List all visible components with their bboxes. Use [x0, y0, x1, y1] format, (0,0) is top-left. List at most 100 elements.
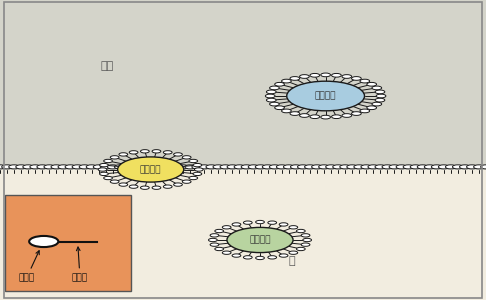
Ellipse shape	[65, 165, 76, 169]
Ellipse shape	[100, 165, 111, 169]
Ellipse shape	[227, 165, 238, 169]
Ellipse shape	[194, 168, 203, 171]
Ellipse shape	[403, 165, 414, 169]
Ellipse shape	[156, 165, 167, 169]
Ellipse shape	[220, 165, 231, 169]
Ellipse shape	[9, 165, 19, 169]
Ellipse shape	[232, 254, 241, 257]
Ellipse shape	[119, 153, 128, 156]
Ellipse shape	[182, 156, 191, 159]
Ellipse shape	[163, 185, 172, 188]
Ellipse shape	[375, 90, 385, 94]
Ellipse shape	[29, 236, 58, 247]
Ellipse shape	[340, 165, 350, 169]
Ellipse shape	[100, 164, 108, 167]
Ellipse shape	[474, 165, 485, 169]
Ellipse shape	[79, 165, 90, 169]
Ellipse shape	[287, 81, 364, 111]
Ellipse shape	[301, 234, 310, 237]
Ellipse shape	[305, 165, 315, 169]
Ellipse shape	[150, 165, 160, 169]
Ellipse shape	[243, 256, 252, 259]
Ellipse shape	[266, 90, 276, 94]
Ellipse shape	[460, 165, 470, 169]
Ellipse shape	[367, 106, 377, 110]
Ellipse shape	[382, 165, 393, 169]
Ellipse shape	[189, 159, 198, 163]
Ellipse shape	[241, 165, 252, 169]
Ellipse shape	[372, 102, 382, 106]
Ellipse shape	[255, 165, 266, 169]
Ellipse shape	[72, 165, 83, 169]
Ellipse shape	[185, 165, 195, 169]
Ellipse shape	[58, 165, 69, 169]
Ellipse shape	[281, 109, 291, 113]
Ellipse shape	[270, 102, 279, 106]
Ellipse shape	[331, 74, 341, 77]
Ellipse shape	[192, 165, 203, 169]
Ellipse shape	[467, 165, 477, 169]
Ellipse shape	[360, 109, 370, 113]
Ellipse shape	[452, 165, 463, 169]
Ellipse shape	[189, 176, 198, 180]
Ellipse shape	[140, 186, 149, 189]
Ellipse shape	[279, 254, 288, 257]
Ellipse shape	[303, 238, 312, 242]
Ellipse shape	[178, 165, 189, 169]
Ellipse shape	[210, 243, 219, 246]
Ellipse shape	[310, 115, 320, 119]
Ellipse shape	[360, 79, 370, 83]
Ellipse shape	[119, 183, 128, 186]
Ellipse shape	[297, 165, 308, 169]
Ellipse shape	[319, 165, 330, 169]
Ellipse shape	[342, 114, 352, 117]
Ellipse shape	[417, 165, 428, 169]
Ellipse shape	[290, 112, 300, 116]
Ellipse shape	[296, 230, 305, 233]
Ellipse shape	[210, 234, 219, 237]
Ellipse shape	[291, 165, 301, 169]
Ellipse shape	[227, 227, 293, 253]
Ellipse shape	[222, 251, 231, 254]
Ellipse shape	[208, 238, 217, 242]
Ellipse shape	[163, 151, 172, 154]
Ellipse shape	[110, 180, 119, 183]
Ellipse shape	[262, 165, 273, 169]
Ellipse shape	[86, 165, 97, 169]
Ellipse shape	[136, 165, 146, 169]
Ellipse shape	[446, 165, 456, 169]
Ellipse shape	[129, 151, 138, 154]
Ellipse shape	[199, 165, 209, 169]
Ellipse shape	[30, 165, 40, 169]
Ellipse shape	[256, 256, 264, 260]
Ellipse shape	[432, 165, 442, 169]
Ellipse shape	[351, 112, 361, 116]
Text: 오염물질: 오염물질	[315, 92, 336, 100]
Ellipse shape	[299, 75, 309, 78]
Ellipse shape	[93, 165, 104, 169]
Ellipse shape	[312, 165, 322, 169]
Ellipse shape	[275, 82, 284, 86]
Bar	[0, 169, 486, 300]
Ellipse shape	[277, 165, 287, 169]
Ellipse shape	[222, 226, 231, 229]
Ellipse shape	[174, 183, 182, 186]
Ellipse shape	[37, 165, 48, 169]
Ellipse shape	[289, 226, 298, 229]
Text: 오염물질: 오염물질	[140, 165, 161, 174]
Ellipse shape	[424, 165, 435, 169]
Ellipse shape	[104, 159, 112, 163]
Text: 오염물질: 오염물질	[249, 236, 271, 244]
Ellipse shape	[100, 172, 108, 176]
Ellipse shape	[269, 165, 280, 169]
Ellipse shape	[410, 165, 421, 169]
Ellipse shape	[321, 73, 330, 77]
Ellipse shape	[193, 164, 202, 167]
Ellipse shape	[152, 186, 161, 189]
Ellipse shape	[281, 79, 291, 83]
Ellipse shape	[152, 150, 161, 153]
Ellipse shape	[232, 223, 241, 226]
Ellipse shape	[375, 165, 386, 169]
Ellipse shape	[16, 165, 26, 169]
Ellipse shape	[164, 165, 174, 169]
